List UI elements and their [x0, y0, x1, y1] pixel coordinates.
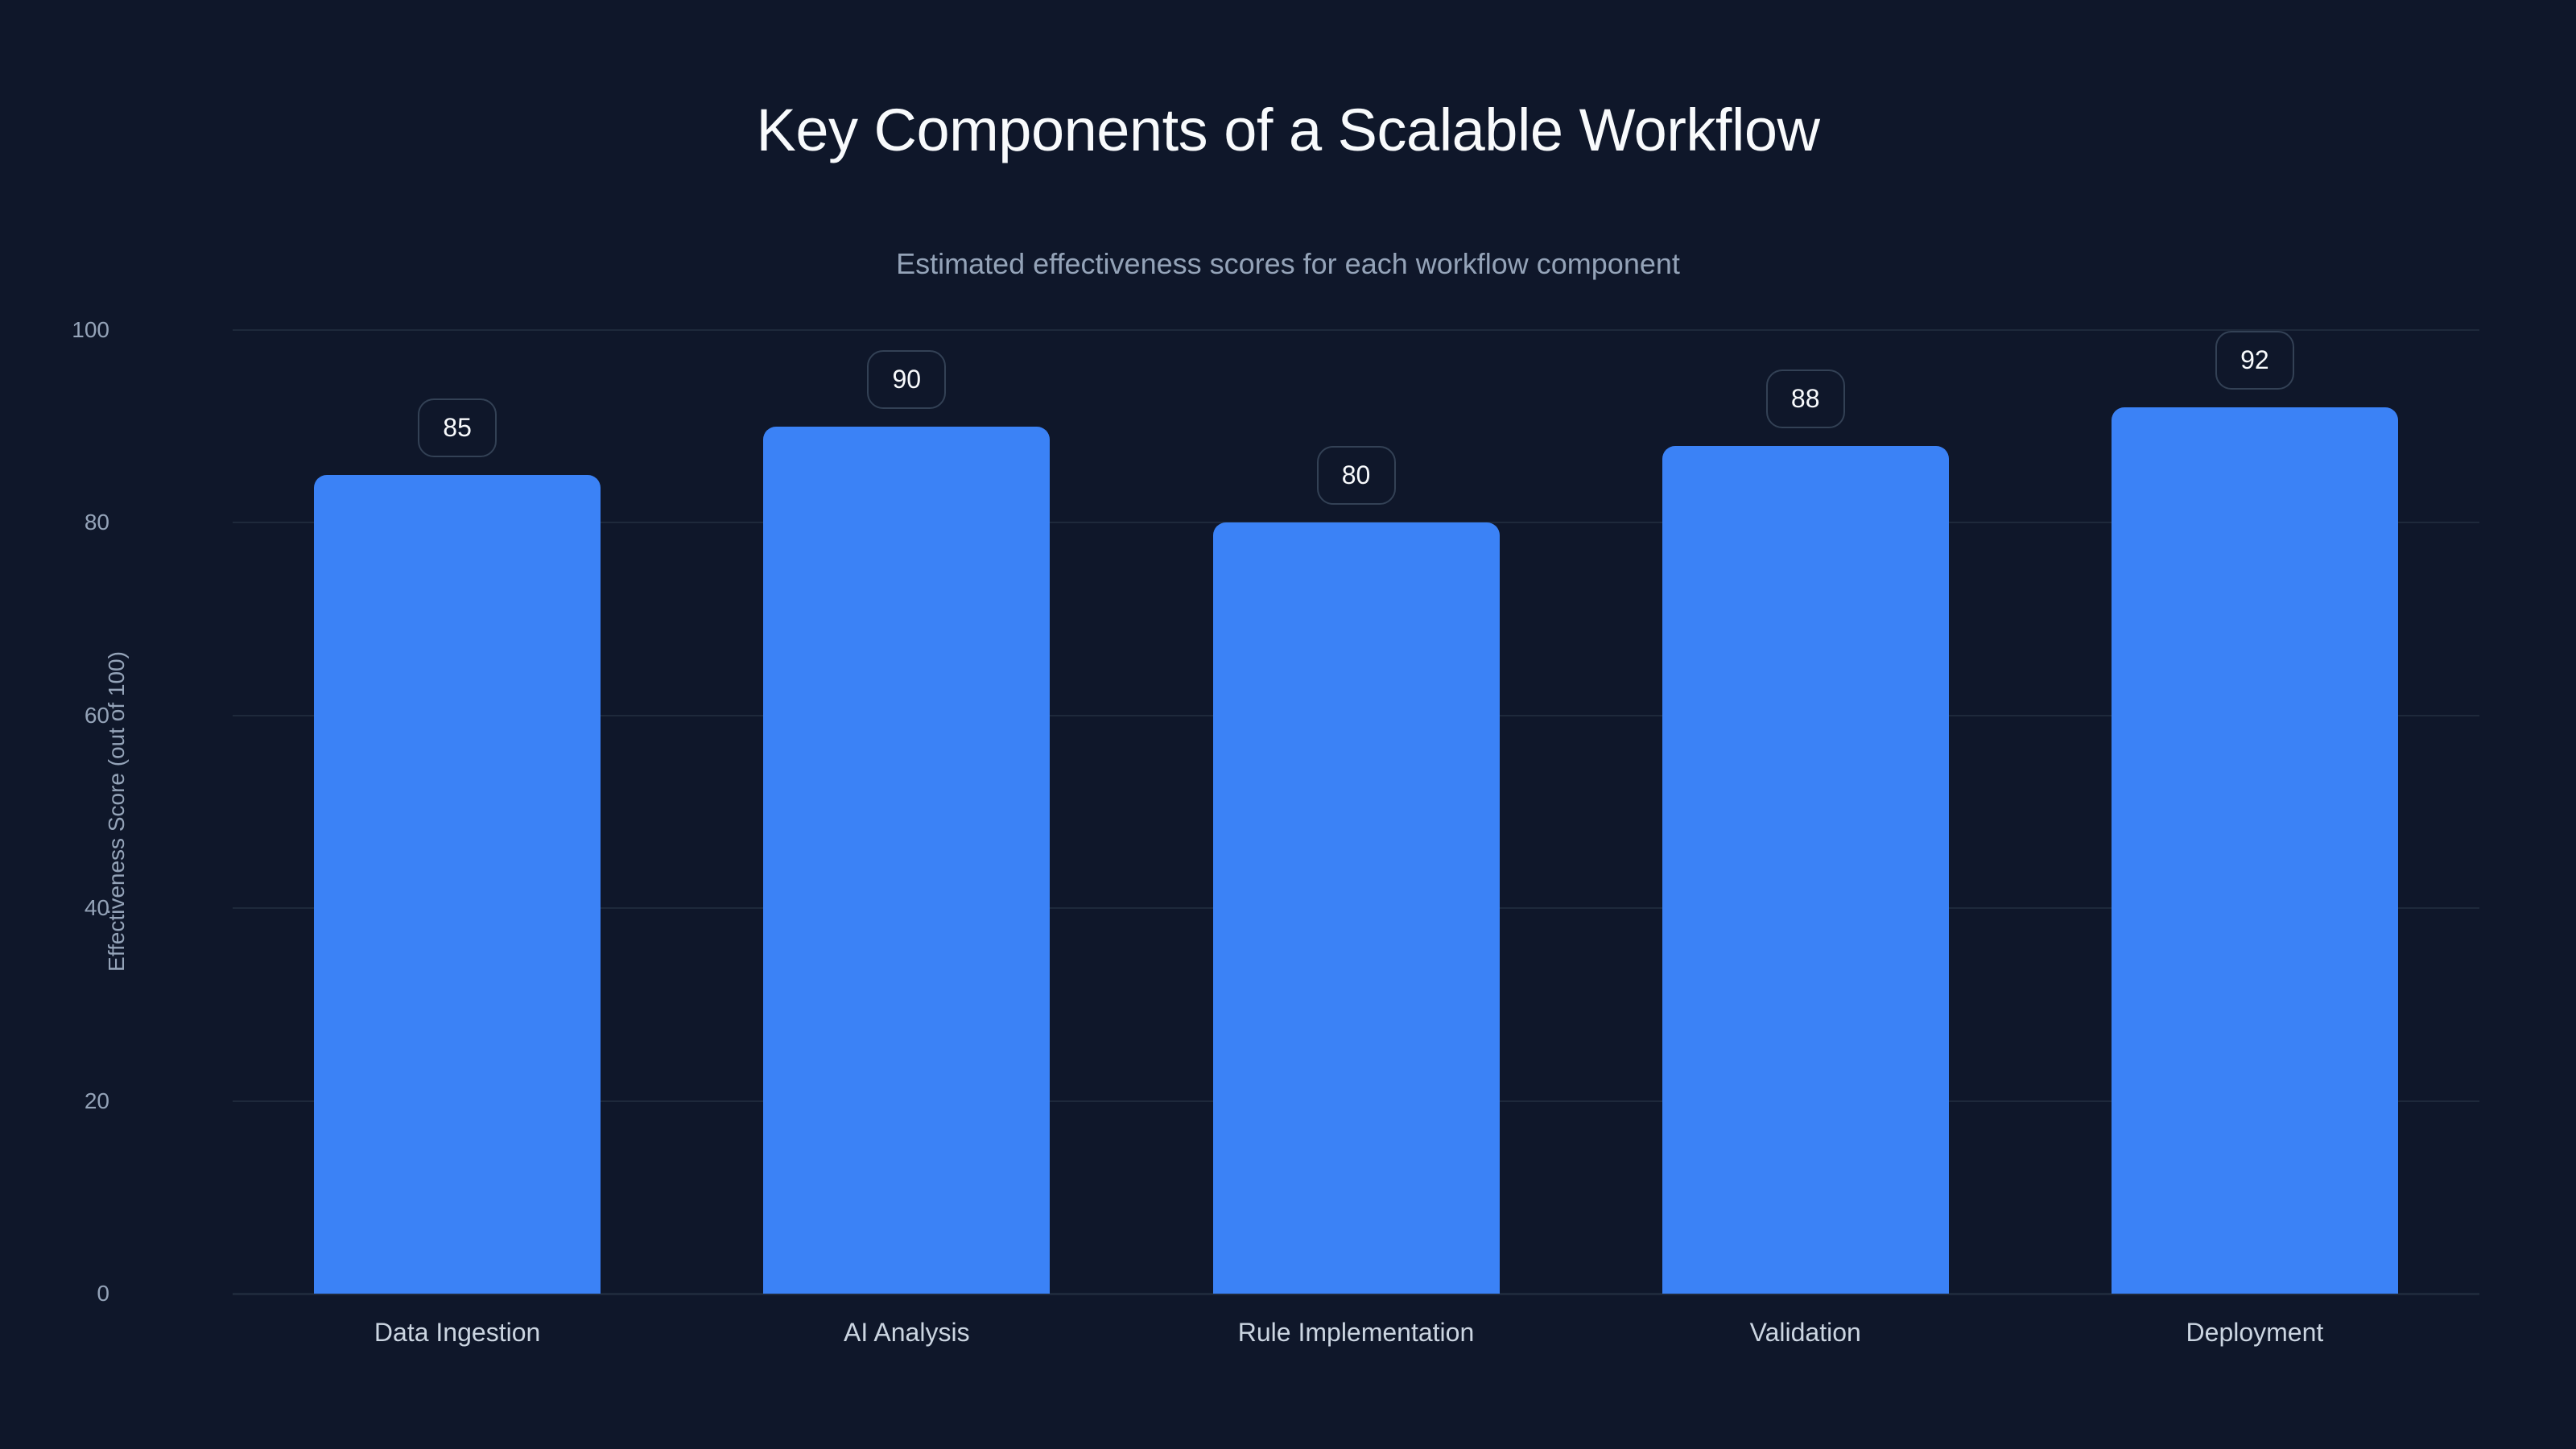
- value-label: 85: [418, 398, 497, 457]
- value-label: 92: [2215, 331, 2294, 390]
- y-tick-60: 60: [84, 703, 109, 728]
- y-tick-80: 80: [84, 510, 109, 535]
- bar-group-data-ingestion: 85 Data Ingestion: [233, 330, 682, 1347]
- bar-group-ai-analysis: 90 AI Analysis: [682, 330, 1131, 1347]
- gridline-100: [233, 329, 2479, 331]
- plot-area: 100 80 60 40 20 0 85 Data Ingestion 90 A…: [72, 317, 2479, 1347]
- chart-title: Key Components of a Scalable Workflow: [756, 97, 1820, 163]
- x-tick-label: Deployment: [2186, 1318, 2324, 1347]
- value-label: 88: [1765, 369, 1845, 428]
- value-label: 80: [1316, 446, 1396, 505]
- y-tick-100: 100: [72, 317, 109, 342]
- x-tick-label: Data Ingestion: [374, 1318, 541, 1347]
- x-tick-label: Rule Implementation: [1237, 1318, 1475, 1347]
- bar-data-ingestion[interactable]: [314, 475, 601, 1294]
- value-label: 90: [867, 350, 947, 409]
- y-tick-40: 40: [84, 895, 109, 920]
- bar-rule-implementation[interactable]: [1212, 522, 1500, 1294]
- x-tick-label: Validation: [1749, 1318, 1861, 1347]
- bar-ai-analysis[interactable]: [763, 427, 1051, 1294]
- chart-subtitle: Estimated effectiveness scores for each …: [896, 247, 1680, 280]
- y-tick-20: 20: [84, 1088, 109, 1113]
- bar-validation[interactable]: [1662, 446, 1949, 1294]
- x-axis-baseline: [233, 1293, 2479, 1295]
- bar-series: 85 Data Ingestion 90 AI Analysis 80 Rule…: [233, 330, 2479, 1347]
- y-tick-0: 0: [97, 1281, 109, 1306]
- y-axis-title: Effectiveness Score (out of 100): [104, 651, 129, 972]
- bar-group-validation: 88 Validation: [1581, 330, 2030, 1347]
- bar-group-rule-implementation: 80 Rule Implementation: [1131, 330, 1580, 1347]
- x-tick-label: AI Analysis: [844, 1318, 970, 1347]
- bar-group-deployment: 92 Deployment: [2030, 330, 2479, 1347]
- bar-deployment[interactable]: [2111, 407, 2398, 1294]
